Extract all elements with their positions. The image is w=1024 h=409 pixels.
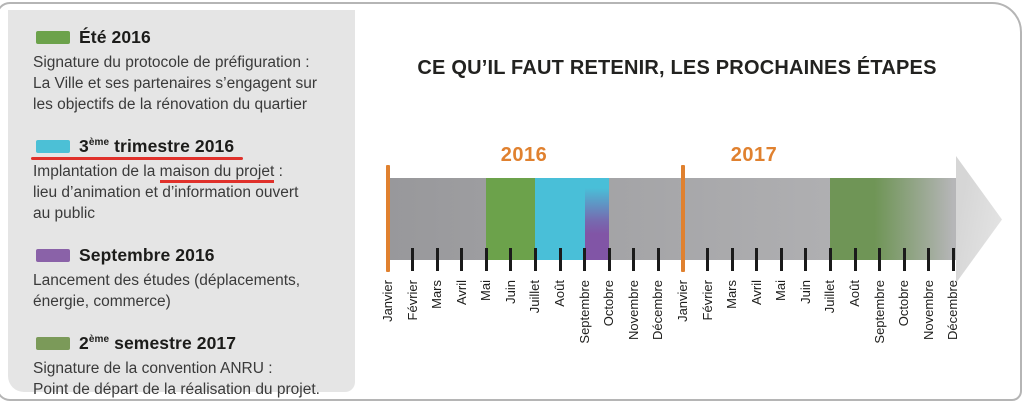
green-swatch [36, 30, 70, 44]
legend-item-semestre2-2017: 2ème semestre 2017 Signature de la conve… [33, 331, 345, 400]
legend-title: 2ème semestre 2017 [79, 332, 237, 353]
chart-title: CE QU’IL FAUT RETENIR, LES PROCHAINES ÉT… [417, 57, 937, 79]
legend-heading: 2ème semestre 2017 [33, 331, 345, 355]
legend-item-ete-2016: Été 2016 Signature du protocole de préfi… [33, 25, 345, 115]
timeline-band [388, 178, 957, 260]
red-underline [31, 157, 243, 160]
legend-description: Signature de la convention ANRU : Point … [33, 360, 320, 398]
red-underlined-text: maison du projet [159, 163, 275, 183]
page-frame [0, 2, 1022, 401]
purple-swatch [36, 248, 70, 262]
legend-title: Septembre 2016 [79, 244, 215, 265]
legend-heading: Été 2016 [33, 25, 345, 49]
segment-septembre-2016 [584, 178, 610, 260]
legend-title: Été 2016 [79, 26, 151, 47]
legend-item-trimestre3-2016: 3ème trimestre 2016 Implantation de la m… [31, 134, 345, 224]
legend-description: Implantation de la maison du projet : li… [33, 163, 299, 222]
cyan-swatch [36, 139, 70, 153]
legend-description: Signature du protocole de préfiguration … [33, 54, 318, 113]
year-label-2017: 2017 [730, 144, 778, 166]
legend-panel: Été 2016 Signature du protocole de préfi… [8, 10, 355, 398]
segment-semestre2-2017 [830, 178, 957, 260]
olive-swatch [36, 336, 70, 350]
segment-ete-2016 [486, 178, 536, 260]
legend-title: 3ème trimestre 2016 [79, 135, 235, 156]
legend-heading: Septembre 2016 [33, 243, 345, 267]
legend-item-septembre-2016: Septembre 2016 Lancement des études (dép… [33, 243, 345, 312]
legend-description: Lancement des études (déplacements, éner… [33, 272, 301, 310]
legend-heading: 3ème trimestre 2016 [31, 134, 345, 160]
year-label-2016: 2016 [500, 144, 548, 166]
